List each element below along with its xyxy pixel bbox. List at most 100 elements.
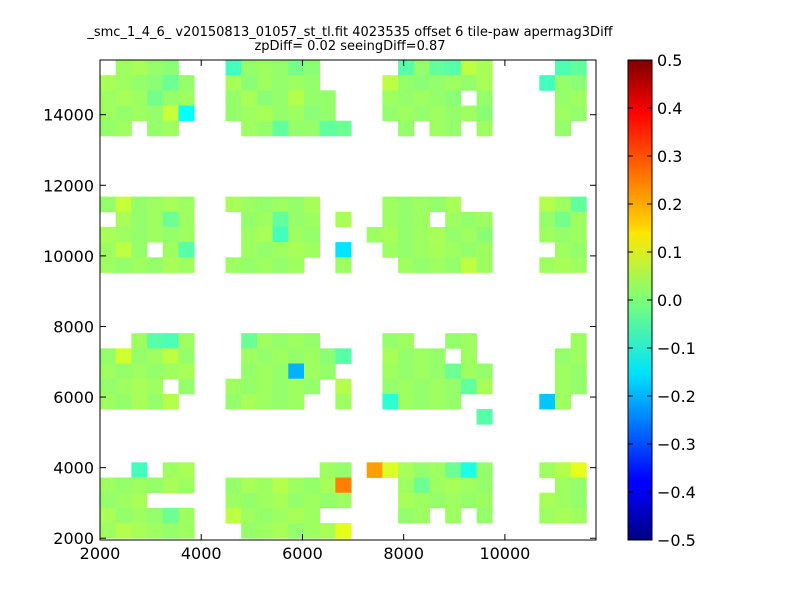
heatmap-cell — [555, 196, 572, 213]
heatmap-cell — [162, 477, 179, 494]
heatmap-cell — [319, 90, 336, 106]
heatmap-cell — [241, 507, 258, 524]
heatmap-cell — [460, 492, 477, 509]
heatmap-cell — [162, 523, 179, 539]
heatmap-cell — [241, 378, 258, 395]
heatmap-cell — [147, 226, 164, 243]
heatmap-cell — [476, 105, 493, 122]
heatmap-cell — [413, 363, 430, 380]
heatmap-cell — [288, 393, 305, 410]
heatmap-cell — [131, 242, 148, 258]
heatmap-cell — [131, 523, 148, 539]
heatmap-cell — [288, 492, 305, 509]
heatmap-cell — [382, 196, 399, 213]
heatmap-cell — [476, 211, 493, 228]
heatmap-cell — [555, 242, 572, 258]
heatmap-cell — [303, 348, 321, 364]
heatmap-cell — [288, 242, 305, 258]
colorbar-tick-label: −0.2 — [657, 387, 696, 406]
heatmap-cell — [413, 462, 430, 478]
heatmap-cell — [460, 462, 477, 478]
heatmap-cell — [460, 378, 477, 395]
heatmap-cell — [288, 507, 305, 524]
heatmap-cell — [570, 211, 587, 228]
heatmap-cell — [413, 492, 430, 509]
heatmap-cell — [100, 75, 117, 91]
heatmap-cell — [256, 492, 273, 509]
heatmap-cell — [131, 75, 148, 91]
colorbar-tick-label: 0.4 — [657, 99, 682, 118]
heatmap-cell — [476, 120, 493, 137]
heatmap-cell — [413, 196, 430, 213]
heatmap-cell — [335, 120, 352, 137]
heatmap-cell — [225, 507, 242, 524]
heatmap-cell — [555, 60, 572, 76]
x-tick-label: 2000 — [80, 544, 121, 563]
heatmap-cell — [178, 477, 195, 494]
heatmap-cell — [398, 75, 415, 91]
heatmap-cell — [225, 393, 242, 410]
heatmap-cell — [319, 523, 336, 539]
heatmap-cell — [288, 90, 305, 106]
heatmap-cell — [288, 75, 305, 91]
heatmap-cell — [382, 333, 399, 349]
heatmap-cell — [476, 60, 493, 76]
heatmap-cell — [413, 477, 430, 494]
heatmap-cell — [398, 226, 415, 243]
heatmap-cell — [476, 409, 493, 425]
heatmap-cell — [256, 257, 273, 273]
heatmap-cell — [241, 242, 258, 258]
heatmap-cell — [115, 120, 132, 137]
heatmap-cell — [445, 462, 462, 478]
heatmap-cell — [303, 242, 321, 258]
heatmap-cell — [288, 196, 305, 213]
heatmap-cell — [256, 226, 273, 243]
heatmap-cell — [555, 75, 572, 91]
heatmap-cell — [272, 196, 289, 213]
heatmap-cell — [147, 75, 164, 91]
heatmap-cell — [256, 348, 273, 364]
y-tick-label: 14000 — [43, 106, 94, 125]
heatmap-cell — [476, 492, 493, 509]
heatmap-cell — [303, 363, 321, 380]
heatmap-cell — [335, 242, 352, 258]
heatmap-cell — [115, 523, 132, 539]
heatmap-cell — [272, 120, 289, 137]
heatmap-cell — [398, 462, 415, 478]
colorbar-axis: 0.5 0.4 0.3 0.2 0.1 0.0 −0.1 −0.2 −0.3 −0.4 −0.5 — [628, 51, 696, 550]
heatmap-cell — [115, 90, 132, 106]
heatmap-cell — [429, 492, 446, 509]
heatmap-cell — [335, 462, 352, 478]
heatmap-cell — [413, 60, 430, 76]
heatmap-cell — [445, 363, 462, 380]
heatmap-cell — [319, 348, 336, 364]
heatmap-cell — [429, 242, 446, 258]
heatmap-cell — [460, 105, 477, 122]
heatmap-cell — [335, 378, 352, 395]
x-axis: 2000 4000 6000 8000 10000 — [80, 60, 530, 563]
heatmap-cell — [303, 492, 321, 509]
heatmap-cell — [335, 477, 352, 494]
heatmap-cell — [319, 477, 336, 494]
heatmap-cell — [241, 120, 258, 137]
heatmap-cell — [382, 393, 399, 410]
heatmap-cell — [539, 196, 556, 213]
heatmap-cell — [445, 477, 462, 494]
heatmap-cell — [476, 363, 493, 380]
heatmap-cell — [555, 393, 572, 410]
heatmap-cell — [131, 348, 148, 364]
heatmap-cell — [162, 60, 179, 76]
heatmap-cell — [100, 363, 117, 380]
heatmap-cell — [288, 477, 305, 494]
heatmap-cell — [131, 393, 148, 410]
heatmap-cell — [147, 507, 164, 524]
heatmap-cell — [115, 75, 132, 91]
heatmap-cell — [460, 226, 477, 243]
heatmap-cell — [115, 477, 132, 494]
heatmap-cell — [178, 523, 195, 539]
heatmap-cell — [398, 333, 415, 349]
heatmap-cell — [272, 242, 289, 258]
heatmap-cell — [256, 378, 273, 395]
heatmap-cell — [115, 378, 132, 395]
heatmap-cell — [131, 492, 148, 509]
